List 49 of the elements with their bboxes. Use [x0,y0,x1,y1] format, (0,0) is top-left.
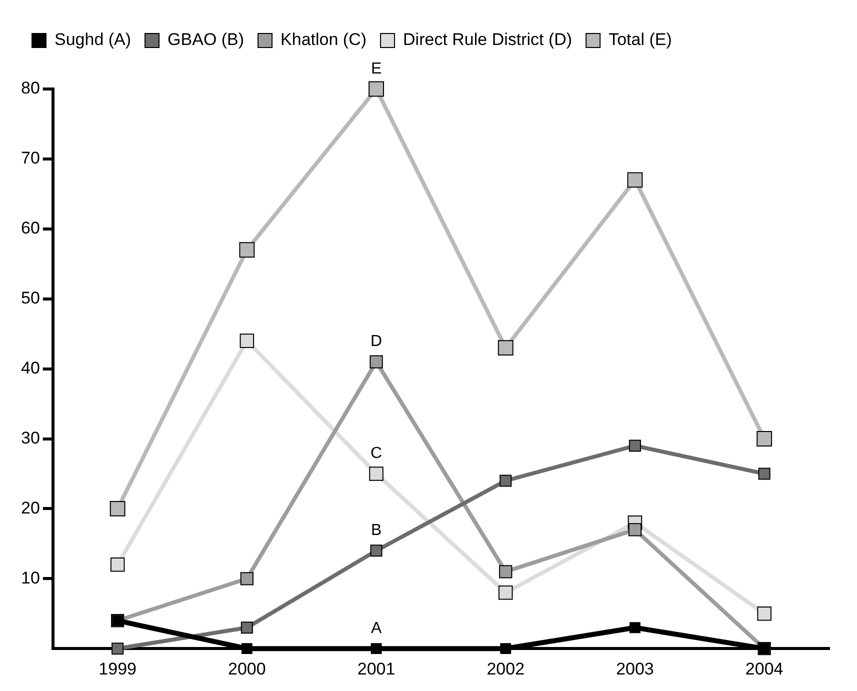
y-tick-label: 30 [20,428,40,448]
point [630,622,640,634]
x-tick-label: 2000 [228,659,266,678]
point [370,544,382,557]
point [627,172,643,188]
legend-label: Khatlon (C) [280,30,367,50]
annotation: C [370,445,382,462]
legend-label: Total (E) [608,30,672,50]
annotation: E [370,60,382,78]
point [628,440,641,452]
point [500,643,512,654]
y-tick-label: 60 [20,218,40,238]
point [498,585,513,600]
point [756,431,772,446]
point [500,474,512,487]
legend-label: Direct Rule District (D) [403,30,572,50]
annotation: D [370,333,382,350]
point [240,334,254,348]
legend-label: Sughd (A) [54,30,132,50]
x-tick-label: 2002 [486,659,525,678]
x-tick-label: 2003 [616,659,654,678]
point [498,340,514,356]
annotation: B [370,522,382,540]
point [368,81,384,97]
x-tick-label: 2004 [745,659,784,678]
point [110,558,125,572]
point [758,468,770,480]
point [240,622,253,634]
y-tick-label: 20 [20,498,40,518]
point [370,643,382,654]
x-tick-label: 2001 [357,659,396,678]
point [112,642,124,655]
point [239,242,255,258]
y-tick-label: 70 [20,148,40,168]
point [499,565,512,578]
point [628,523,642,536]
y-tick-label: 50 [20,288,40,308]
y-tick-label: 80 [20,78,40,98]
annotation: A [370,620,382,638]
point [241,643,252,654]
y-tick-label: 10 [20,568,40,588]
point [757,606,772,621]
point [369,466,384,481]
point [370,355,383,368]
point [110,500,126,516]
y-tick-label: 40 [20,358,40,378]
point [240,572,254,586]
x-tick-label: 1999 [98,659,136,678]
legend-label: GBAO (B) [168,30,244,50]
